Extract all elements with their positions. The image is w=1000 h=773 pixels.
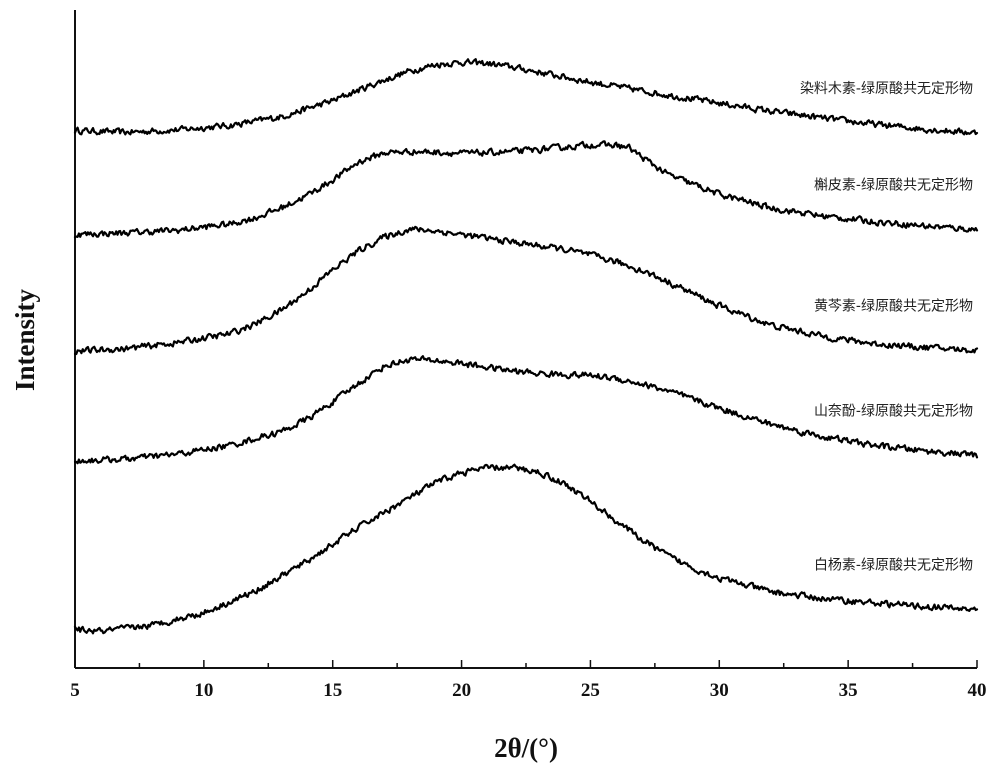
series-label-4: 山奈酚-绿原酸共无定形物 — [814, 403, 973, 419]
x-axis-ticks: 5 10 15 20 25 30 35 40 — [70, 660, 986, 701]
series-label-3: 黄芩素-绿原酸共无定形物 — [814, 298, 973, 315]
x-tick-label: 5 — [70, 680, 80, 701]
series-label-1: 染料木素-绿原酸共无定形物 — [800, 81, 973, 97]
y-axis-title: Intensity — [10, 288, 40, 391]
x-tick-label: 25 — [581, 680, 600, 701]
x-tick-label: 10 — [194, 680, 213, 701]
x-tick-label: 20 — [452, 680, 471, 701]
x-tick-label: 40 — [968, 680, 987, 701]
series-label-2: 槲皮素-绿原酸共无定形物 — [814, 178, 973, 194]
x-axis-title: 2θ/(°) — [494, 733, 558, 763]
series-label-5: 白杨素-绿原酸共无定形物 — [814, 558, 973, 574]
x-tick-label: 15 — [323, 680, 342, 701]
series-line-5 — [75, 465, 977, 634]
plot-area: 5 10 15 20 25 30 35 40 染料木素-绿原酸共无定形物槲皮素-绿原酸共无定形… — [70, 10, 986, 701]
series-traces — [75, 59, 977, 633]
series-line-3 — [75, 227, 977, 354]
series-labels: 染料木素-绿原酸共无定形物槲皮素-绿原酸共无定形物黄芩素-绿原酸共无定形物山奈酚… — [800, 81, 973, 574]
x-tick-label: 30 — [710, 680, 729, 701]
x-tick-label: 35 — [839, 680, 858, 701]
